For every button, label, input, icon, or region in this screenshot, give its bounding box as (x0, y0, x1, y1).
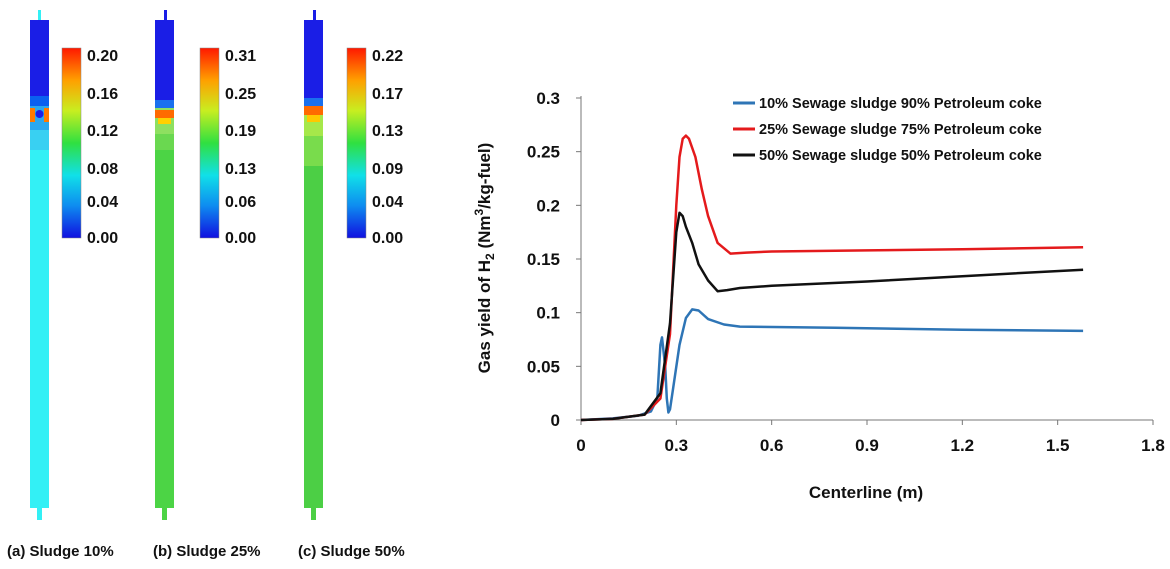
colorbar-tick: 0.25 (225, 86, 256, 103)
colorbar-tick: 0.16 (87, 86, 118, 103)
plot-area: 0 0.3 0.6 0.9 1.2 1.5 1.8 0 0.05 0.1 0.15 0.2 0.25 0.… (527, 89, 1165, 455)
h2-yield-chart: 0 0.3 0.6 0.9 1.2 1.5 1.8 0 0.05 0.1 0.15 0.2 0.25 0.… (472, 89, 1165, 502)
hotspot-left (30, 108, 35, 122)
colorbar-tick: 0.04 (87, 194, 118, 211)
y-tick-label: 0 (551, 411, 560, 430)
contour-panels: 0.20 0.16 0.12 0.08 0.04 0.00 (a) Sludge… (7, 10, 405, 560)
y-axis-label: Gas yield of H2 (Nm3/kg-fuel) (472, 143, 497, 374)
column-top (30, 20, 49, 96)
x-tick-label: 1.8 (1141, 436, 1165, 455)
column-transition (304, 98, 323, 106)
hotspot-band-inner (307, 115, 320, 122)
x-tick-label: 1.5 (1046, 436, 1070, 455)
legend-label: 50% Sewage sludge 50% Petroleum coke (759, 148, 1042, 164)
panel-c: 0.22 0.17 0.13 0.09 0.04 0.00 (c) Sludge… (298, 10, 405, 560)
column-mid (30, 130, 49, 150)
colorbar-tick: 0.19 (225, 123, 256, 140)
y-tick-label: 0.1 (536, 304, 560, 323)
colorbar-tick: 0.20 (87, 48, 118, 65)
legend-label: 10% Sewage sludge 90% Petroleum coke (759, 96, 1042, 112)
hotspot-right (44, 108, 49, 122)
panel-a: 0.20 0.16 0.12 0.08 0.04 0.00 (a) Sludge… (7, 10, 118, 560)
hotspot-band (304, 106, 323, 115)
column-stub-bottom (37, 506, 42, 520)
colorbar-tick: 0.31 (225, 48, 256, 65)
y-tick-label: 0.3 (536, 89, 560, 108)
colorbar-tick: 0.12 (87, 123, 118, 140)
colorbar-tick: 0.08 (87, 161, 118, 178)
column-body (304, 166, 323, 508)
panel-caption: (b) Sludge 25% (153, 543, 261, 560)
y-tick-label: 0.2 (536, 196, 560, 215)
colorbar-tick: 0.09 (372, 161, 403, 178)
y-tick-label: 0.25 (527, 143, 560, 162)
column-transition (155, 100, 174, 108)
colorbar-tick: 0.17 (372, 86, 403, 103)
colorbar-tick: 0.00 (225, 230, 256, 247)
column-mid (155, 134, 174, 150)
x-tick-label: 1.2 (951, 436, 975, 455)
colorbar (199, 47, 220, 239)
x-tick-label: 0 (576, 436, 585, 455)
column-top (304, 20, 323, 98)
x-axis-label: Centerline (m) (809, 483, 923, 502)
colorbar-tick: 0.13 (372, 123, 403, 140)
x-tick-label: 0.3 (665, 436, 689, 455)
column-mid (304, 136, 323, 166)
colorbar-tick: 0.00 (87, 230, 118, 247)
column-stub-top (164, 10, 167, 22)
column-stub-top (38, 10, 41, 22)
panel-b: 0.31 0.25 0.19 0.13 0.06 0.00 (b) Sludge… (153, 10, 261, 560)
y-tick-label: 0.15 (527, 250, 560, 269)
hotspot-band (155, 110, 174, 118)
colorbar-tick: 0.22 (372, 48, 403, 65)
colorbar-tick: 0.04 (372, 194, 403, 211)
hotspot-band-inner (158, 118, 171, 124)
column-stub-top (313, 10, 316, 22)
x-tick-label: 0.6 (760, 436, 784, 455)
series-line-2 (580, 134, 1084, 422)
panel-caption: (a) Sludge 10% (7, 543, 114, 560)
column-transition (30, 96, 49, 106)
column-body (30, 150, 49, 508)
column-body (155, 150, 174, 508)
column-top (155, 20, 174, 100)
colorbar (346, 47, 367, 239)
column-stub-bottom (311, 506, 316, 520)
panel-caption: (c) Sludge 50% (298, 543, 405, 560)
colorbar-tick: 0.06 (225, 194, 256, 211)
legend-label: 25% Sewage sludge 75% Petroleum coke (759, 122, 1042, 138)
y-tick-label: 0.05 (527, 357, 560, 376)
series-line-3 (580, 211, 1084, 422)
column-stub-bottom (162, 506, 167, 520)
colorbar-tick: 0.00 (372, 230, 403, 247)
hotspot-core (35, 110, 44, 118)
x-tick-label: 0.9 (855, 436, 879, 455)
colorbar (61, 47, 82, 239)
colorbar-tick: 0.13 (225, 161, 256, 178)
